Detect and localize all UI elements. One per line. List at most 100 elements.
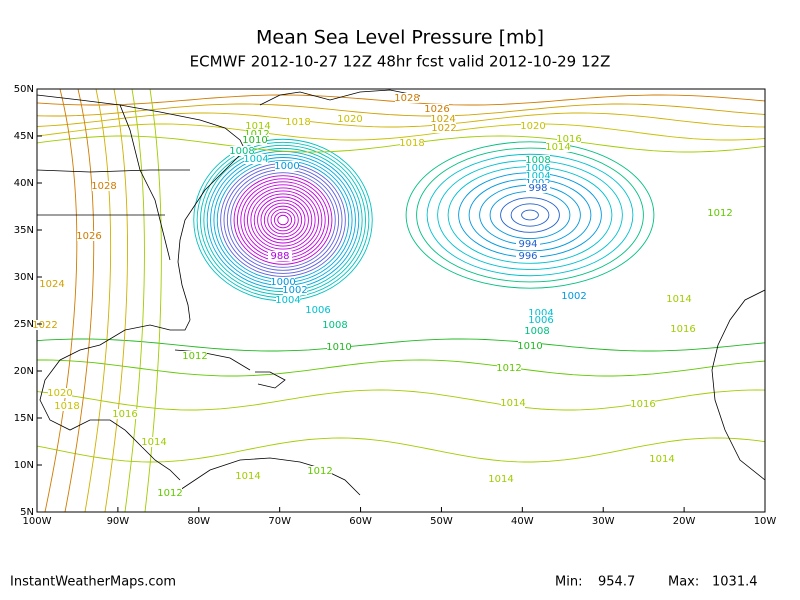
contour-label: 1016 — [670, 324, 695, 335]
contour-label: 994 — [518, 239, 537, 250]
contour-label: 1006 — [305, 305, 330, 316]
max-value: 1031.4 — [712, 575, 758, 590]
isobar — [500, 197, 560, 233]
title: Mean Sea Level Pressure [mb] — [256, 27, 544, 49]
contour-label: 1014 — [235, 471, 260, 482]
label-bg — [142, 437, 166, 447]
isobar — [263, 202, 303, 238]
contour-label: 1010 — [326, 342, 351, 353]
label-bg — [526, 183, 550, 193]
contour-label: 1014 — [649, 454, 674, 465]
lon-label: 90W — [107, 516, 130, 527]
isobar — [510, 203, 550, 227]
label-bg — [286, 117, 310, 127]
isobar — [44, 88, 78, 513]
label-bg — [243, 135, 267, 145]
label-bg — [526, 163, 550, 173]
contour-label: 1014 — [500, 398, 525, 409]
label-bg — [306, 305, 330, 315]
isobar — [124, 88, 145, 513]
hispaniola — [255, 371, 286, 389]
contour-label: 1004 — [275, 295, 300, 306]
contour-label: 996 — [518, 251, 537, 262]
contour-label: 1010 — [242, 135, 267, 146]
subtitle: ECMWF 2012-10-27 12Z 48hr fcst valid 201… — [190, 53, 611, 71]
isobar — [37, 359, 766, 377]
lon-label: 60W — [349, 516, 372, 527]
lat-label: 25N — [14, 319, 34, 330]
contour-label: 1020 — [47, 388, 72, 399]
isobar — [267, 205, 299, 235]
label-bg — [246, 121, 270, 131]
label-bg — [158, 488, 182, 498]
isobar — [36, 338, 766, 352]
contour-label: 1020 — [520, 121, 545, 132]
contour-label: 998 — [528, 183, 547, 194]
label-bg — [557, 134, 581, 144]
label-bg — [183, 351, 207, 361]
contour-label: 1004 — [243, 154, 268, 165]
contour-label: 1026 — [424, 104, 449, 115]
label-bg — [497, 363, 521, 373]
contour-label: 1028 — [394, 93, 419, 104]
isobar — [233, 175, 333, 265]
contour-label: 1012 — [182, 351, 207, 362]
lon-label: 30W — [592, 516, 615, 527]
south-america — [179, 457, 361, 496]
contour-label: 1018 — [285, 117, 310, 128]
canada-coast — [259, 89, 421, 106]
contour-label: 1014 — [545, 142, 570, 153]
contour-label: 1028 — [91, 181, 116, 192]
label-bg — [562, 291, 586, 301]
label-bg — [244, 154, 268, 164]
contour-label: 1022 — [431, 123, 456, 134]
max-label: Max: — [668, 575, 699, 590]
contour-label: 1012 — [496, 363, 521, 374]
isobar — [236, 178, 330, 262]
contour-label: 988 — [270, 251, 289, 262]
contour-label: 1006 — [525, 163, 550, 174]
isobar — [36, 123, 766, 141]
gulf-coast — [39, 319, 191, 481]
contour-label: 1026 — [76, 231, 101, 242]
isobar — [104, 88, 128, 513]
lon-label: 70W — [268, 516, 291, 527]
label-bg — [55, 401, 79, 411]
isobar — [416, 147, 644, 283]
label-bg — [425, 104, 449, 114]
label-bg — [275, 161, 299, 171]
isobar — [230, 172, 336, 268]
isobar — [84, 88, 112, 513]
label-bg — [546, 142, 570, 152]
isobar — [257, 196, 309, 244]
contour-label: 1012 — [244, 129, 269, 140]
isobar — [36, 112, 766, 128]
label-bg — [323, 320, 347, 330]
label-bg — [489, 474, 513, 484]
label-bg — [230, 146, 254, 156]
label-bg — [631, 399, 655, 409]
isobar — [260, 199, 306, 241]
label-bg — [521, 121, 545, 131]
lat-label: 20N — [14, 366, 34, 377]
isobar — [521, 209, 539, 221]
contour-label: 1012 — [307, 466, 332, 477]
isobar — [250, 190, 316, 250]
label-bg — [395, 93, 419, 103]
label-bg — [526, 155, 550, 165]
isobar — [277, 214, 289, 226]
label-bg — [308, 466, 332, 476]
contour-label: 1012 — [157, 488, 182, 499]
label-bg — [338, 114, 362, 124]
label-bg — [400, 138, 424, 148]
map-frame — [36, 88, 766, 513]
label-bg — [276, 295, 300, 305]
label-bg — [529, 315, 553, 325]
label-bg — [708, 208, 732, 218]
min-label: Min: — [555, 575, 582, 590]
label-bg — [48, 388, 72, 398]
contour-label: 1004 — [528, 308, 553, 319]
lat-label: 15N — [14, 413, 34, 424]
contour-label: 1014 — [488, 474, 513, 485]
label-bg — [432, 123, 456, 133]
